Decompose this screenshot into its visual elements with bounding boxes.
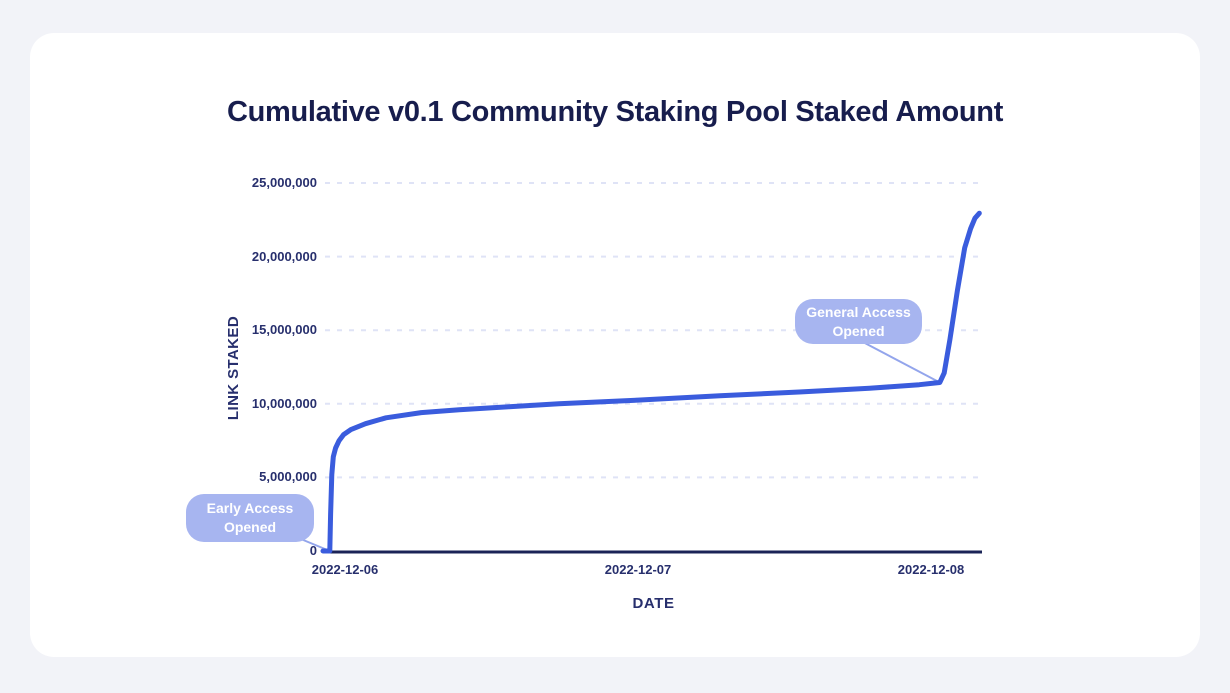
chart-title: Cumulative v0.1 Community Staking Pool S… — [226, 96, 1004, 128]
annotation-general-access-line2: Opened — [832, 322, 885, 339]
annotation-early-access-line1: Early Access — [206, 500, 294, 517]
x-axis-title: DATE — [632, 595, 675, 612]
annotation-early-access-bubble: Early Access Opened — [186, 494, 314, 542]
annotation-general-access-line1: General Access — [806, 303, 911, 320]
y-axis-title: LINK STAKED — [225, 315, 242, 421]
annotation-general-access-bubble: General Access Opened — [795, 299, 922, 344]
annotation-early-access-line2: Opened — [223, 519, 277, 535]
